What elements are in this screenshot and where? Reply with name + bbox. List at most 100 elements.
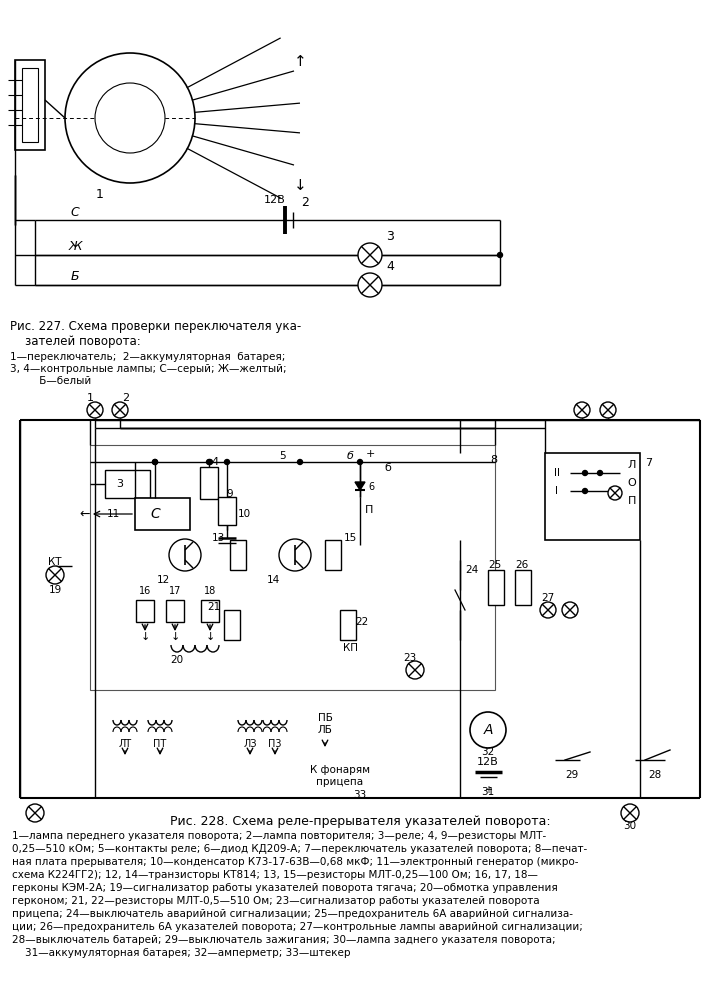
Text: 33: 33 [354,790,366,800]
Text: ПТ: ПТ [153,739,166,749]
Text: 3, 4—контрольные лампы; С—серый; Ж—желтый;: 3, 4—контрольные лампы; С—серый; Ж—желты… [10,364,287,374]
Text: 9: 9 [227,489,233,499]
Text: ПБ: ПБ [318,713,333,723]
Bar [218,497,236,525]
Text: ↑: ↑ [294,54,307,69]
Bar [325,540,341,570]
Circle shape [600,402,616,418]
Text: Б—белый: Б—белый [10,376,91,386]
Text: 25: 25 [488,560,501,570]
Circle shape [608,486,622,500]
Circle shape [470,712,506,748]
Text: Б: Б [71,270,79,283]
Text: 24: 24 [465,565,478,575]
Bar [488,570,504,605]
Text: ЛЗ: ЛЗ [243,739,257,749]
Circle shape [598,470,603,475]
Text: б: б [346,451,354,461]
Text: б: б [384,463,392,473]
Text: +: + [484,785,492,795]
Text: 26: 26 [515,560,528,570]
Text: 28: 28 [649,770,662,780]
Text: 31—аккумуляторная батарея; 32—амперметр; 33—штекер: 31—аккумуляторная батарея; 32—амперметр;… [12,948,351,958]
Text: 2: 2 [122,393,130,403]
Circle shape [358,243,382,267]
Circle shape [87,402,103,418]
Text: П: П [365,505,374,515]
Circle shape [621,804,639,822]
Circle shape [46,566,64,584]
Circle shape [225,459,230,464]
Circle shape [153,459,158,464]
Text: ↓: ↓ [171,632,180,642]
Text: 6: 6 [368,482,374,492]
Text: ΙΙ: ΙΙ [554,468,560,478]
Bar [224,610,240,640]
Text: 31: 31 [482,787,495,797]
Text: ←: ← [80,508,90,521]
Text: А: А [483,723,492,737]
Text: 23: 23 [403,653,417,663]
Circle shape [153,459,158,464]
Text: 22: 22 [355,617,368,627]
Bar [90,445,495,690]
Circle shape [540,602,556,618]
Text: КТ: КТ [48,557,62,567]
Circle shape [65,53,195,183]
Text: П: П [628,496,636,506]
Text: 18: 18 [204,586,216,596]
Circle shape [358,273,382,297]
Bar [201,600,219,622]
Text: 10: 10 [238,509,251,519]
Text: ↓: ↓ [205,632,215,642]
Text: О: О [628,478,636,488]
Text: С: С [150,507,160,521]
Text: 16: 16 [139,586,151,596]
Bar [230,540,246,570]
Circle shape [358,459,362,464]
Text: 1—переключатель;  2—аккумуляторная  батарея;: 1—переключатель; 2—аккумуляторная батаре… [10,352,285,362]
Text: 2: 2 [301,195,309,208]
Text: Рис. 227. Схема проверки переключателя ука-: Рис. 227. Схема проверки переключателя у… [10,320,301,333]
Circle shape [582,488,588,493]
Text: Ж: Ж [68,240,82,253]
Text: Ι: Ι [556,486,559,496]
Text: ции; 26—предохранитель 6А указателей поворота; 27—контрольные лампы аварийной си: ции; 26—предохранитель 6А указателей пов… [12,922,583,932]
Text: 1: 1 [96,188,104,201]
Circle shape [498,252,503,257]
Text: 13: 13 [212,533,225,543]
Text: ЛТ: ЛТ [118,739,132,749]
Text: 15: 15 [344,533,357,543]
Bar [200,467,218,499]
Circle shape [582,470,588,475]
Circle shape [207,459,212,464]
Polygon shape [355,482,365,490]
Text: 0,25—510 кОм; 5—контакты реле; 6—диод КД209-А; 7—переключатель указателей поворо: 0,25—510 кОм; 5—контакты реле; 6—диод КД… [12,844,588,854]
Text: 1: 1 [86,393,94,403]
Text: герконы КЭМ-2А; 19—сигнализатор работы указателей поворота тягача; 20—обмотка уп: герконы КЭМ-2А; 19—сигнализатор работы у… [12,883,558,893]
Text: 3: 3 [117,479,124,489]
Text: 11: 11 [107,509,120,519]
Text: 14: 14 [266,575,279,585]
Circle shape [406,661,424,679]
Text: 3: 3 [386,230,394,243]
Text: 30: 30 [624,821,636,831]
Circle shape [279,539,311,571]
Text: 21: 21 [207,602,220,612]
Text: К фонарям: К фонарям [310,765,370,775]
Text: прицепа; 24—выключатель аварийной сигнализации; 25—предохранитель 6А аварийной с: прицепа; 24—выключатель аварийной сигнал… [12,909,573,919]
Text: КП: КП [343,643,358,653]
Text: 5: 5 [279,451,285,461]
Bar [22,68,38,142]
Text: 20: 20 [170,655,183,665]
Bar [515,570,531,605]
Bar [15,60,45,150]
Circle shape [169,539,201,571]
Bar [136,600,154,622]
Text: схема К224ГГ2); 12, 14—транзисторы КТ814; 13, 15—резисторы МЛТ-0,25—100 Ом; 16, : схема К224ГГ2); 12, 14—транзисторы КТ814… [12,870,538,880]
Circle shape [26,804,44,822]
Bar [166,600,184,622]
Text: 4: 4 [386,260,394,273]
Text: 32: 32 [482,747,495,757]
Text: ная плата прерывателя; 10—конденсатор К73-17-63В—0,68 мкФ; 11—электронный генера: ная плата прерывателя; 10—конденсатор К7… [12,857,578,867]
